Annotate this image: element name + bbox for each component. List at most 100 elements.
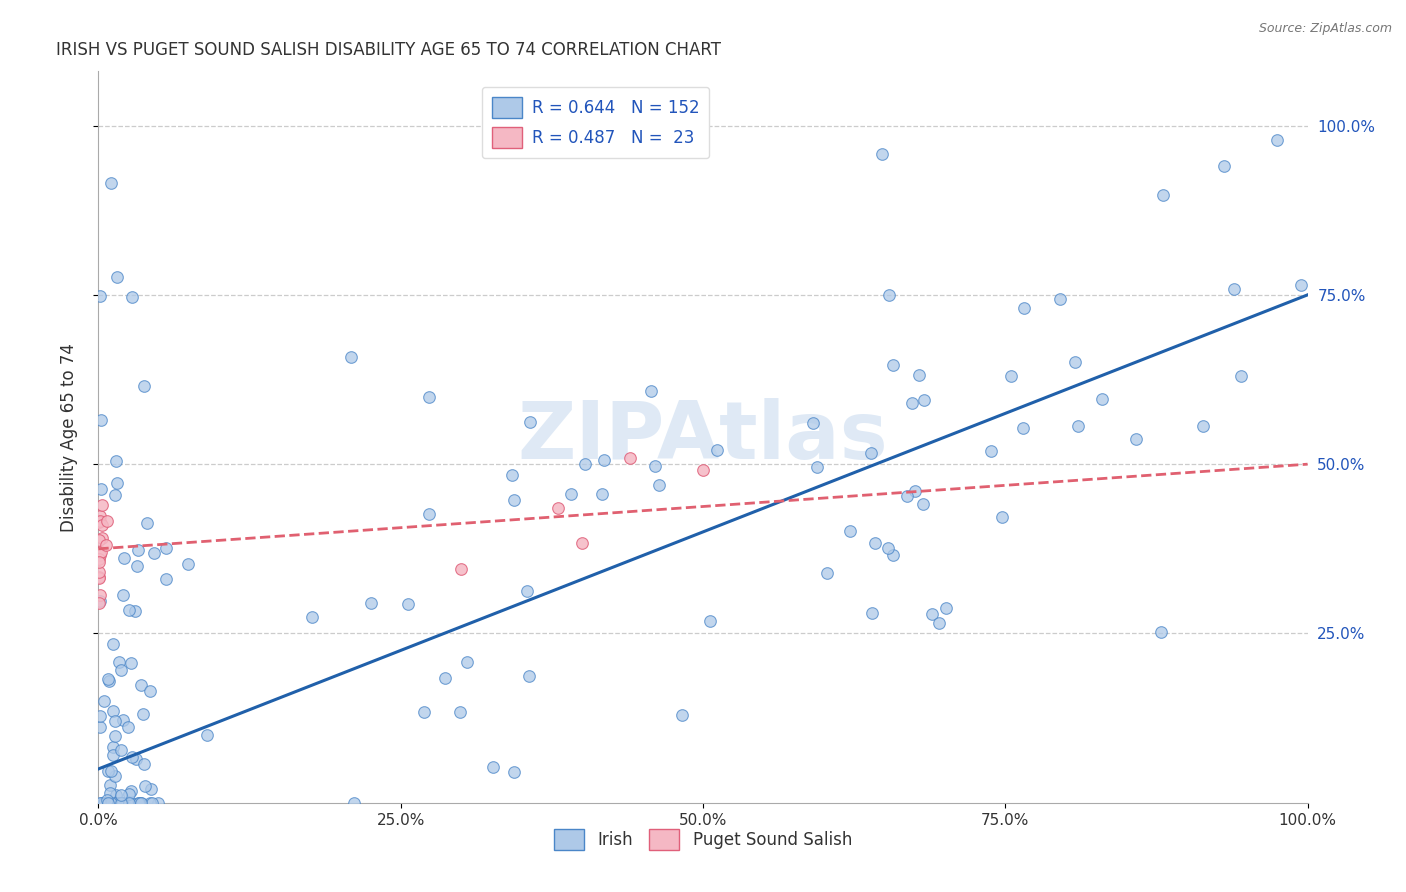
Point: [547, 501, 569, 516]
Point: [97, 796, 120, 810]
Point: [121, 290, 143, 304]
Point: [87, 570, 110, 584]
Point: [517, 669, 540, 683]
Point: [647, 478, 669, 492]
Point: [101, 704, 124, 718]
Point: [100, 796, 122, 810]
Point: [129, 796, 152, 810]
Point: [574, 457, 596, 471]
Point: [120, 657, 142, 671]
Point: [127, 559, 149, 574]
Point: [110, 743, 132, 757]
Point: [896, 489, 918, 503]
Point: [103, 796, 125, 810]
Point: [89, 709, 111, 723]
Point: [928, 615, 950, 630]
Point: [619, 450, 641, 465]
Point: [103, 739, 125, 754]
Point: [516, 584, 538, 599]
Point: [418, 507, 440, 521]
Point: [118, 796, 141, 810]
Point: [1049, 292, 1071, 306]
Point: [90, 482, 112, 496]
Point: [139, 782, 162, 797]
Point: [103, 714, 125, 728]
Point: [699, 614, 721, 628]
Point: [105, 476, 128, 491]
Point: [90, 796, 112, 810]
Point: [706, 442, 728, 457]
Point: [503, 765, 526, 780]
Point: [1150, 625, 1173, 640]
Point: [143, 545, 166, 559]
Point: [115, 796, 138, 810]
Point: [89, 514, 111, 528]
Point: [110, 663, 132, 677]
Point: [1229, 369, 1251, 384]
Point: [1289, 277, 1312, 292]
Point: [129, 677, 152, 691]
Point: [101, 637, 124, 651]
Point: [146, 796, 169, 810]
Point: [111, 796, 134, 810]
Point: [96, 793, 118, 807]
Point: [907, 368, 929, 383]
Point: [110, 788, 132, 802]
Legend: Irish, Puget Sound Salish: Irish, Puget Sound Salish: [547, 822, 859, 856]
Point: [904, 483, 927, 498]
Point: [177, 558, 200, 572]
Point: [141, 796, 163, 810]
Point: [118, 603, 141, 617]
Point: [93, 796, 115, 810]
Point: [449, 705, 471, 719]
Point: [501, 468, 523, 483]
Point: [343, 796, 366, 810]
Point: [91, 498, 114, 512]
Point: [418, 390, 440, 404]
Point: [104, 729, 127, 743]
Point: [134, 779, 156, 793]
Point: [127, 796, 149, 810]
Point: [89, 552, 111, 566]
Point: [87, 565, 110, 579]
Point: [90, 413, 112, 427]
Point: [860, 606, 883, 620]
Point: [155, 573, 177, 587]
Point: [644, 458, 666, 473]
Point: [340, 350, 363, 364]
Text: IRISH VS PUGET SOUND SALISH DISABILITY AGE 65 TO 74 CORRELATION CHART: IRISH VS PUGET SOUND SALISH DISABILITY A…: [56, 41, 721, 59]
Point: [912, 392, 935, 407]
Point: [519, 415, 541, 429]
Point: [98, 673, 121, 688]
Point: [839, 524, 862, 539]
Point: [97, 672, 120, 686]
Point: [935, 600, 957, 615]
Point: [396, 597, 419, 611]
Point: [89, 548, 111, 562]
Point: [911, 497, 934, 511]
Point: [97, 796, 120, 810]
Point: [482, 760, 505, 774]
Point: [111, 796, 134, 810]
Point: [128, 796, 150, 810]
Point: [131, 796, 153, 810]
Point: [125, 752, 148, 766]
Point: [434, 671, 457, 685]
Point: [89, 720, 111, 734]
Point: [450, 562, 472, 576]
Point: [91, 518, 114, 533]
Point: [1064, 355, 1087, 369]
Point: [91, 531, 114, 545]
Point: [1067, 419, 1090, 434]
Point: [135, 516, 157, 530]
Y-axis label: Disability Age 65 to 74: Disability Age 65 to 74: [59, 343, 77, 532]
Point: [107, 655, 129, 669]
Point: [560, 487, 582, 501]
Point: [100, 764, 122, 778]
Point: [863, 536, 886, 550]
Point: [671, 708, 693, 723]
Point: [502, 492, 524, 507]
Point: [90, 545, 112, 559]
Point: [138, 796, 160, 810]
Point: [593, 453, 616, 467]
